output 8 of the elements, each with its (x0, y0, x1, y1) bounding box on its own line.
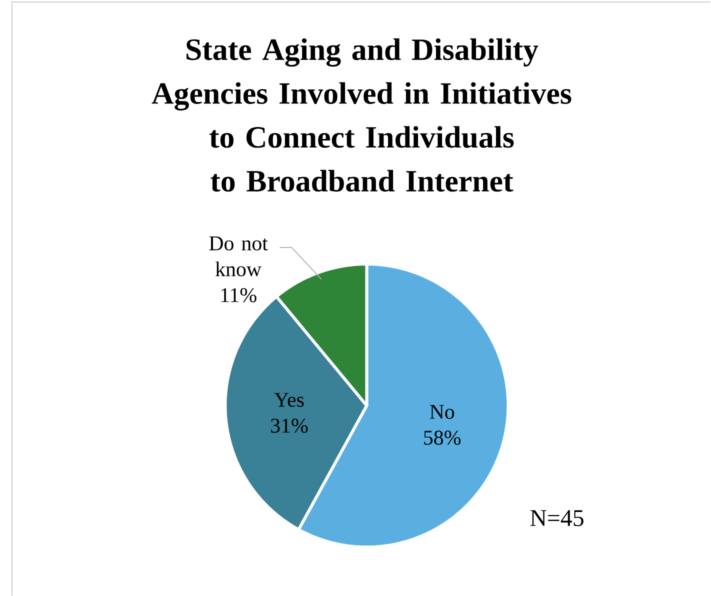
slice-label: Do not know (209, 236, 268, 276)
slice-label: Yes (274, 392, 304, 407)
slice-label: No (430, 404, 454, 419)
data-label: 11% (221, 288, 256, 302)
data-label: 31% (271, 418, 308, 433)
data-label: 58% (424, 430, 461, 445)
text: N=45 (530, 510, 584, 526)
chart-title: State Aging and Disability Agencies Involved in Initiatives to Connect Individuals to Broadband Internet (152, 38, 572, 192)
